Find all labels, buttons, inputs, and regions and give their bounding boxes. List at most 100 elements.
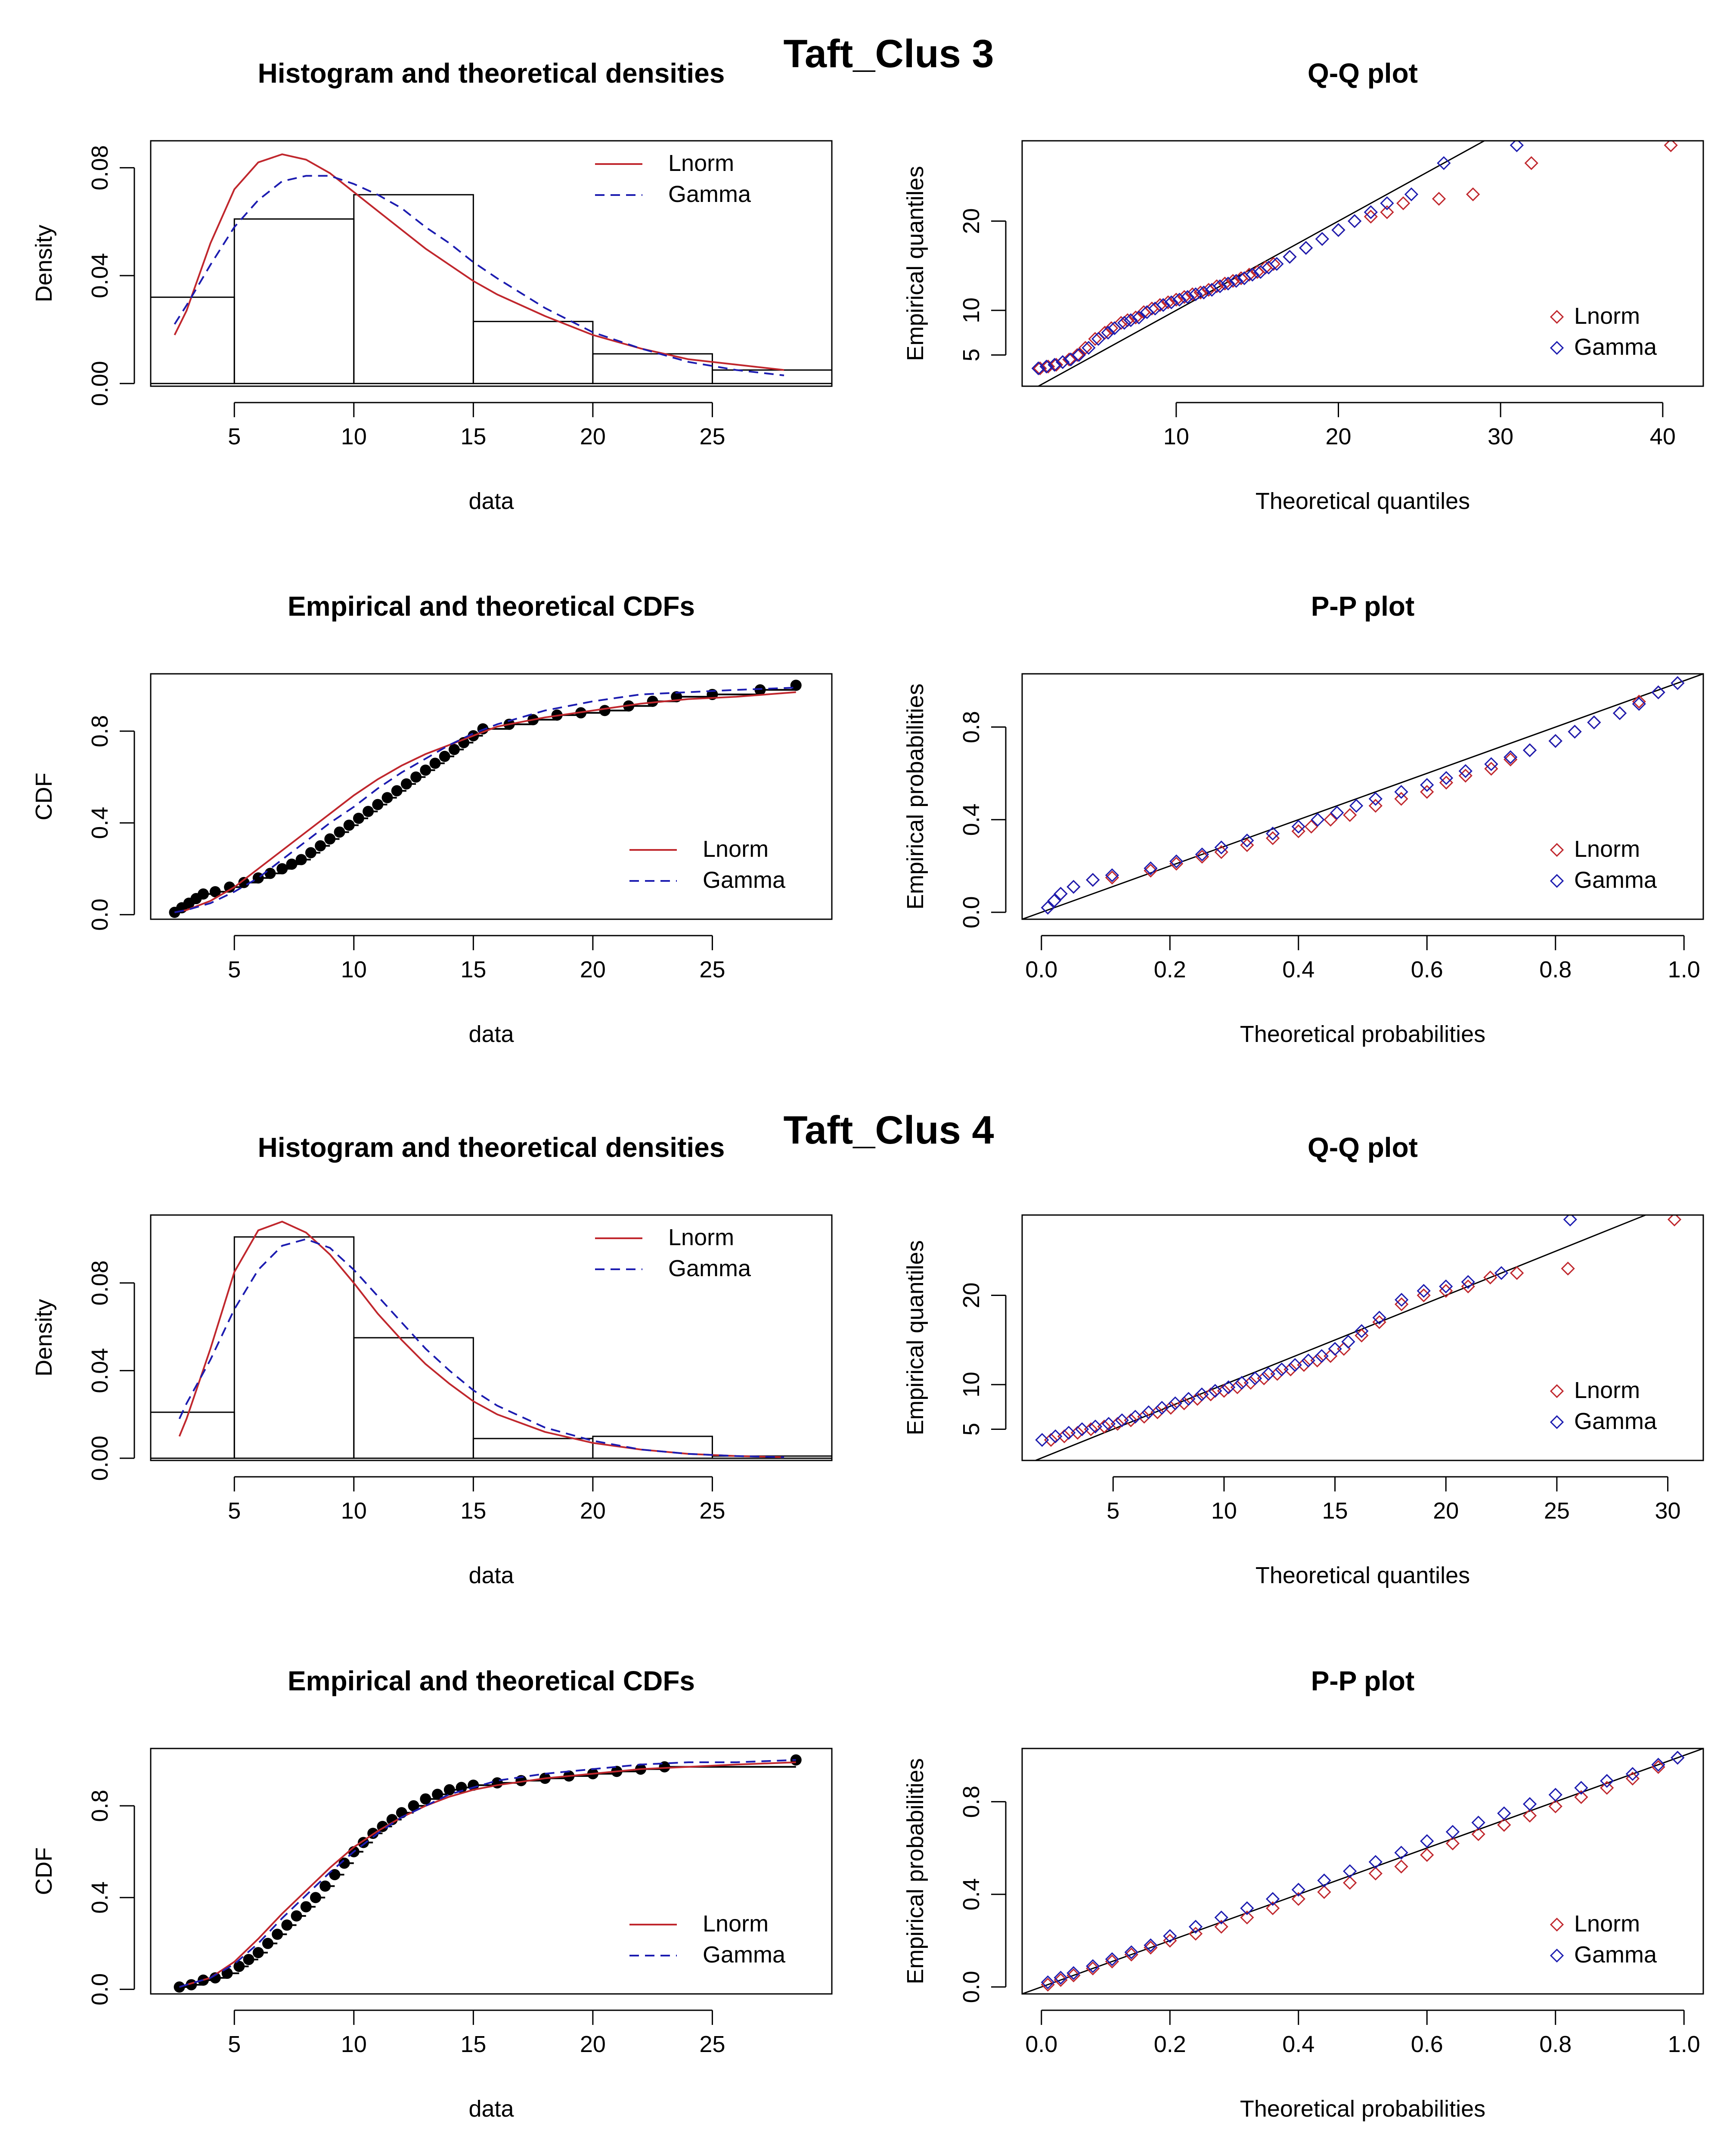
lnorm-point (1364, 210, 1378, 224)
empirical-cdf-point (429, 757, 441, 769)
lnorm-point (1188, 1927, 1203, 1941)
y-tick-label: 0.0 (958, 1971, 984, 2003)
figure-title-clus3: Taft_Clus 3 (783, 32, 994, 76)
y-tick-label: 0.8 (958, 711, 984, 743)
empirical-cdf-point (338, 1857, 350, 1869)
gamma-point (1548, 1788, 1562, 1802)
y-tick-label: 10 (958, 1372, 984, 1398)
gamma-point (1214, 1910, 1228, 1925)
gamma-point (1522, 1797, 1537, 1811)
gamma-point (1054, 887, 1068, 901)
lnorm-point (1218, 276, 1232, 291)
gamma-point (1348, 214, 1362, 228)
legend-gamma-marker (1550, 1948, 1564, 1963)
lnorm-point (1070, 348, 1085, 362)
x-tick-label: 0.2 (1154, 2031, 1186, 2057)
x-axis-label: Theoretical quantiles (1256, 488, 1470, 514)
x-axis-label: data (468, 2096, 514, 2122)
gamma-point (1625, 1767, 1640, 1781)
legend-gamma-marker (1550, 874, 1564, 888)
gamma-point (1439, 771, 1454, 785)
gamma-point (1128, 1410, 1142, 1424)
gamma-point (1155, 1401, 1169, 1415)
lnorm-point (1163, 1934, 1177, 1948)
empirical-cdf-point (324, 833, 336, 845)
x-tick-label: 10 (1211, 1498, 1237, 1524)
empirical-cdf-point (353, 812, 364, 824)
gamma-point (1066, 1966, 1081, 1980)
empirical-cdf-point (410, 771, 422, 783)
panel-density-clus3: Histogram and theoretical densities data D… (31, 58, 833, 514)
lnorm-point (1524, 156, 1538, 170)
x-tick-label: 25 (699, 1498, 725, 1524)
x-tick-label: 30 (1488, 424, 1513, 450)
gamma-point (1612, 706, 1627, 720)
x-tick-label: 30 (1655, 1498, 1681, 1524)
histogram-bar (353, 194, 474, 384)
gamma-point (1235, 1376, 1249, 1390)
legend-gamma-marker (1550, 1415, 1564, 1429)
lnorm-point (1458, 769, 1472, 783)
empirical-cdf-point (310, 1892, 322, 1903)
legend-lnorm-label: Lnorm (1574, 1377, 1640, 1403)
plot-area (151, 153, 832, 384)
gamma-point (1372, 1311, 1386, 1325)
lnorm-point (1266, 257, 1280, 271)
histogram-bar (472, 321, 594, 384)
x-tick-label: 0.0 (1025, 957, 1057, 983)
lnorm-point (1574, 1790, 1588, 1804)
gamma-point (1494, 1266, 1509, 1280)
gamma-point (1066, 880, 1081, 894)
lnorm-point (1355, 1328, 1369, 1342)
lnorm-point (1420, 785, 1434, 799)
y-tick-label: 0.0 (87, 1973, 113, 2006)
lnorm-point (1242, 267, 1256, 282)
lnorm-point (1291, 1892, 1305, 1906)
empirical-cdf-point (363, 806, 374, 817)
gamma-point (1417, 1284, 1431, 1298)
gamma-point (1240, 1901, 1254, 1916)
gamma-point (1270, 257, 1284, 271)
empirical-cdf-point (233, 1961, 245, 1972)
gamma-point (1047, 893, 1061, 908)
gamma-point (1651, 1758, 1665, 1772)
gamma-point (1169, 854, 1184, 868)
reference-line (1022, 674, 1703, 919)
gamma-point (1458, 764, 1472, 778)
x-axis-label: Theoretical probabilities (1240, 1021, 1485, 1047)
gamma-point (1221, 1380, 1236, 1395)
gamma-point (1245, 267, 1259, 282)
gamma-point (1437, 156, 1451, 170)
legend-lnorm-label: Lnorm (1574, 303, 1640, 329)
x-axis-label: Theoretical quantiles (1256, 1562, 1470, 1588)
lnorm-point (1124, 1947, 1138, 1962)
plot-frame (150, 140, 833, 387)
gamma-point (1331, 223, 1345, 237)
empirical-cdf-point (276, 863, 288, 874)
y-tick-label: 20 (958, 208, 984, 234)
y-axis-label: CDF (31, 1848, 57, 1895)
gamma-point (1156, 298, 1170, 312)
plot-area (1022, 674, 1703, 919)
gamma-curve (179, 1759, 796, 1988)
y-tick-label: 0.04 (87, 1348, 113, 1393)
gamma-point (1587, 715, 1601, 730)
lnorm-point (1169, 856, 1184, 871)
y-tick-label: 0.0 (87, 899, 113, 931)
lnorm-point (1368, 1866, 1383, 1881)
lnorm-point (1078, 341, 1093, 355)
y-tick-label: 0.4 (87, 1882, 113, 1914)
lnorm-point (1041, 360, 1055, 374)
legend-lnorm-label: Lnorm (668, 1224, 734, 1250)
gamma-point (1265, 1892, 1280, 1906)
lnorm-point (1214, 845, 1228, 859)
x-tick-label: 10 (341, 424, 367, 450)
panel-title: Q-Q plot (1308, 1132, 1418, 1163)
gamma-point (1091, 332, 1106, 346)
empirical-cdf-point (420, 1793, 431, 1805)
y-tick-label: 0.08 (87, 1260, 113, 1305)
gamma-point (1048, 1429, 1063, 1444)
gamma-point (1168, 1396, 1182, 1410)
gamma-point (1031, 361, 1045, 375)
